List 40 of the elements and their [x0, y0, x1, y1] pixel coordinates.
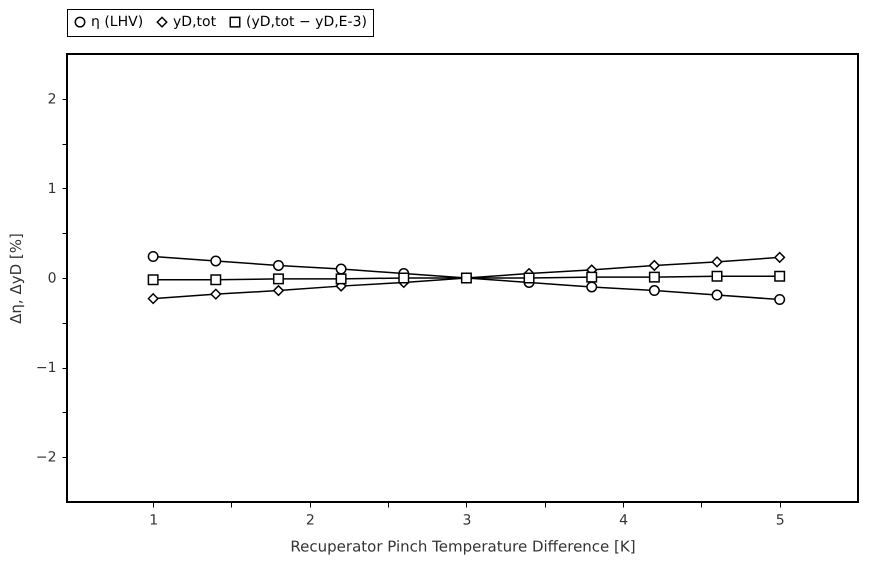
- y-tick-label: −1: [36, 360, 56, 376]
- point: [148, 251, 159, 262]
- point: [272, 260, 284, 271]
- y-tick-label: 1: [48, 180, 56, 197]
- point: [648, 260, 660, 271]
- legend-label: (yD,tot − yD,E-3): [246, 14, 367, 30]
- point: [712, 270, 723, 282]
- point: [336, 273, 347, 284]
- point: [460, 272, 472, 284]
- y-tick-label: 0: [48, 270, 56, 286]
- point: [586, 281, 598, 292]
- point: [774, 252, 786, 263]
- point: [524, 272, 535, 284]
- x-tick-label: 3: [462, 512, 472, 528]
- x-tick-label: 1: [149, 512, 158, 528]
- point: [712, 256, 723, 268]
- x-tick-label: 5: [776, 512, 785, 528]
- point: [398, 272, 410, 284]
- x-axis-title: Recuperator Pinch Temperature Difference [K]: [290, 538, 636, 556]
- point: [648, 272, 660, 283]
- point: [210, 255, 222, 266]
- point: [712, 290, 723, 301]
- point: [336, 264, 347, 275]
- point: [272, 285, 284, 296]
- point: [774, 270, 786, 282]
- point: [586, 272, 598, 283]
- legend-label: yD,tot: [173, 14, 217, 30]
- point: [272, 273, 284, 284]
- point: [148, 274, 159, 286]
- point: [648, 285, 660, 296]
- x-tick-label: 4: [619, 512, 628, 528]
- point: [210, 288, 222, 300]
- y-tick-label: −2: [36, 450, 56, 466]
- legend-label: η (LHV): [91, 14, 144, 30]
- y-axis-title: Δη, ΔyD [%]: [6, 233, 25, 324]
- x-tick-label: 2: [306, 512, 315, 528]
- point: [148, 293, 159, 304]
- point: [774, 294, 786, 305]
- y-tick-label: 2: [48, 91, 56, 108]
- point: [210, 274, 222, 286]
